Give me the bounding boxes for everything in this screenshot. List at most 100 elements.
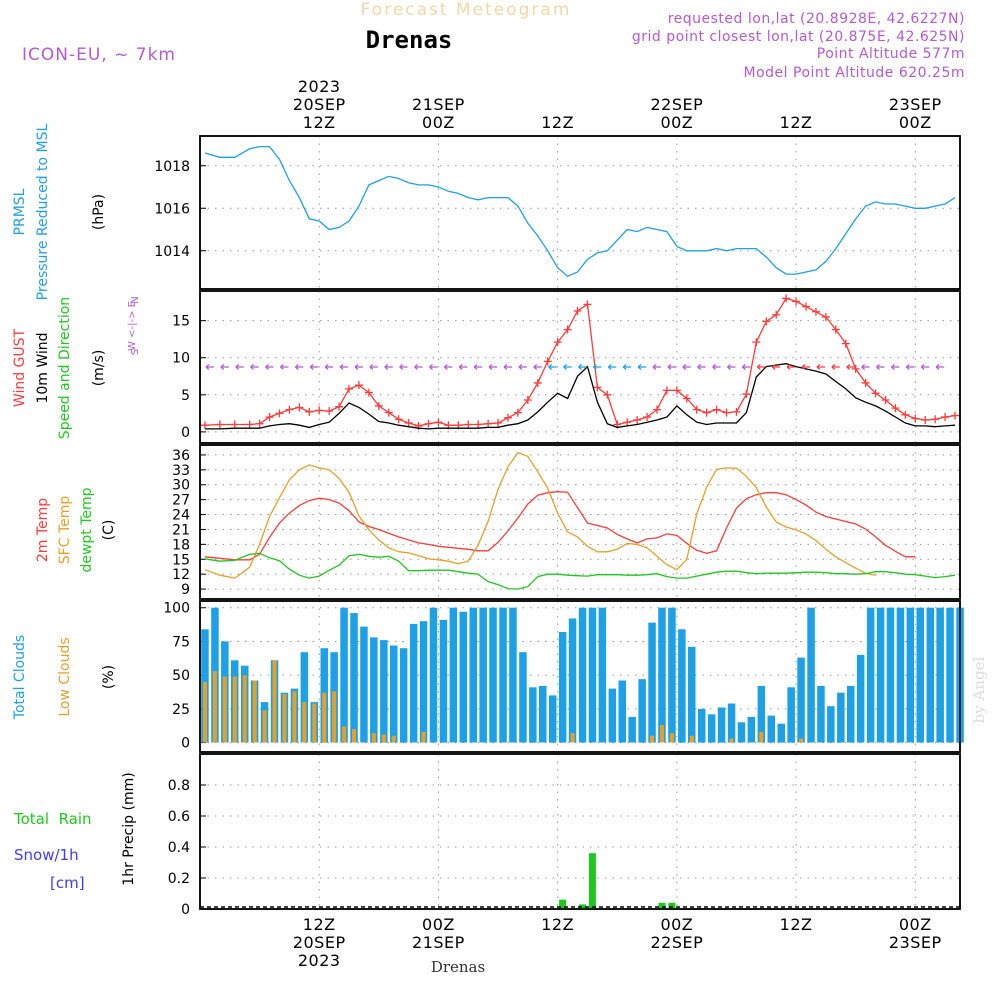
wind-arrow (756, 364, 766, 370)
bar-low-clouds (570, 733, 575, 743)
temp-2m-label: 2m Temp (35, 498, 51, 562)
bar-total-clouds (906, 607, 915, 743)
wind-arrow (905, 364, 915, 370)
bar-low-clouds (272, 660, 277, 743)
wind-arrow (593, 364, 602, 370)
gust-marker (265, 413, 274, 422)
bar-total-clouds (837, 692, 845, 743)
bar-total-rain (658, 902, 666, 909)
snow-label: Snow/1h (14, 846, 79, 864)
gust-marker (424, 419, 433, 428)
wind-arrow (384, 364, 393, 370)
bar-total-clouds (727, 703, 736, 743)
bar-total-clouds (380, 640, 388, 743)
time-label-bottom: 00Z (899, 915, 932, 934)
wind-arrow (265, 364, 274, 370)
gust-marker (881, 395, 890, 404)
bar-total-clouds (558, 632, 567, 743)
precip-unit-label: 1hr Precip (mm) (121, 772, 137, 885)
series-line-2m-temp (204, 491, 916, 561)
gust-marker (200, 421, 209, 430)
bar-total-clouds (439, 619, 448, 743)
gust-marker (931, 415, 940, 424)
wind-arrow (697, 364, 706, 370)
gust-marker (583, 300, 592, 309)
panel-frame (199, 135, 961, 290)
gust-marker (921, 416, 930, 425)
gust-marker (315, 406, 324, 415)
footer-location: Drenas (431, 958, 485, 976)
bar-low-clouds (421, 731, 426, 743)
bar-total-clouds (896, 607, 905, 743)
y-tick-label: 100 (163, 601, 190, 617)
bar-total-clouds (777, 723, 785, 743)
gust-marker (513, 408, 522, 417)
snow-unit-label: [cm] (50, 874, 85, 892)
wind-arrow (742, 364, 751, 370)
bar-total-clouds (698, 708, 706, 743)
wind-arrow (250, 364, 259, 370)
wind-arrow (220, 364, 229, 370)
gust-marker (672, 386, 681, 395)
wind-arrow (205, 364, 214, 370)
requested-coords: requested lon,lat (20.8928E, 42.6227N) (668, 11, 965, 27)
panel-border (199, 135, 961, 290)
rose-west-east: W <-|-> E (127, 301, 138, 351)
bar-low-clouds (650, 735, 654, 743)
bar-low-clouds (799, 738, 804, 743)
gust-marker (275, 409, 284, 418)
gust-marker (662, 386, 671, 395)
panel-frame (199, 753, 961, 910)
gust-marker (394, 415, 403, 424)
panel-clouds: 0 25 50 75 100 (163, 600, 964, 753)
bar-total-clouds (529, 687, 537, 743)
bar-total-clouds (300, 652, 309, 743)
time-label-top: 12Z (780, 113, 813, 132)
gust-marker (474, 420, 483, 429)
time-label-bottom: 12Z (303, 915, 336, 934)
wind-arrow (518, 364, 527, 370)
percent-unit-label: (%) (101, 665, 117, 689)
wind-arrow (816, 364, 825, 370)
bar-total-clouds (429, 607, 438, 743)
bar-total-clouds (469, 607, 477, 743)
plot-layer: 1014101610180510159121518212427303336025… (154, 77, 964, 970)
gust-marker (891, 404, 900, 413)
wind-arrow (846, 364, 855, 370)
bar-total-clouds (638, 679, 646, 743)
bar-total-clouds (519, 652, 527, 743)
time-label-top: 22SEP (650, 95, 703, 114)
bar-total-clouds (479, 607, 487, 743)
bar-total-clouds (678, 629, 686, 743)
time-label-bottom: 12Z (541, 915, 574, 934)
low-clouds-label: Low Clouds (57, 637, 73, 716)
gust-marker (831, 325, 840, 334)
wind-arrow (667, 364, 676, 370)
wind-arrow (369, 364, 378, 370)
bar-total-clouds (946, 607, 954, 743)
y-tick-label: 36 (172, 448, 190, 464)
time-label-top: 2023 (298, 77, 341, 96)
wind-arrow (235, 364, 244, 370)
location-title: Drenas (366, 26, 453, 54)
bar-total-clouds (409, 623, 418, 743)
wind-arrow (935, 364, 945, 370)
rose-north: N (130, 296, 141, 303)
gust-marker (941, 413, 950, 422)
total-rain-label: Total Rain (13, 810, 92, 828)
gust-marker (374, 401, 383, 410)
bar-total-clouds (588, 607, 597, 743)
y-tick-label: 0 (181, 902, 190, 918)
y-tick-label: 21 (172, 522, 190, 538)
time-label-top: 12Z (541, 113, 574, 132)
gust-marker (911, 414, 920, 423)
gust-marker (354, 381, 363, 390)
bar-low-clouds (391, 735, 396, 743)
bar-total-clouds (509, 607, 517, 743)
y-tick-label: 12 (172, 567, 190, 583)
time-label-top: 23SEP (889, 95, 942, 114)
panel-precip: 0 0.2 0.4 0.6 0.8 (168, 753, 961, 918)
bar-low-clouds (660, 725, 664, 743)
bar-total-clouds (847, 685, 855, 743)
bar-total-clouds (499, 607, 507, 743)
